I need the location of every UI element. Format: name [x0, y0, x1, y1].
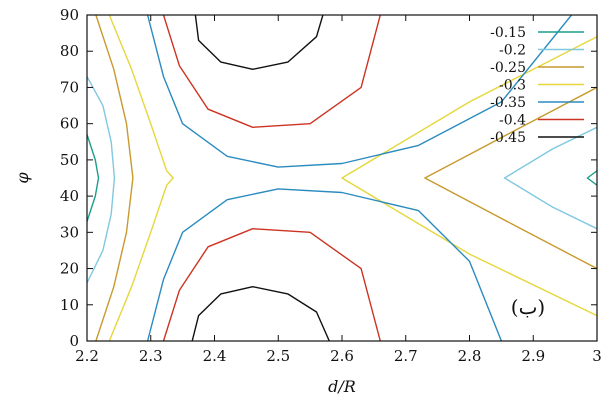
- legend-label: -0.45: [490, 130, 526, 146]
- y-tick-label: 80: [60, 42, 79, 60]
- y-tick-label: 70: [60, 78, 79, 96]
- y-tick-label: 50: [60, 151, 79, 169]
- y-tick-label: 40: [60, 187, 79, 205]
- contour-line-level-1-part-0: [87, 75, 116, 284]
- contour-line-level-0-part-1: [586, 170, 597, 186]
- contour-line-level-3-part-1: [341, 36, 597, 317]
- contour-lines: [87, 15, 597, 341]
- y-tick-label: 90: [60, 6, 79, 24]
- contour-line-level-0-part-0: [87, 133, 100, 223]
- legend-label: -0.4: [499, 113, 526, 129]
- y-tick-label: 20: [60, 260, 79, 278]
- contour-line-level-3-part-0: [108, 15, 174, 341]
- x-tick-label: 2.7: [394, 347, 418, 365]
- y-tick-label: 60: [60, 115, 79, 133]
- y-tick-label: 30: [60, 223, 79, 241]
- contour-line-level-5-part-1: [162, 228, 381, 341]
- contour-line-level-4-part-0: [146, 15, 573, 168]
- x-axis-title: d/R: [328, 377, 356, 396]
- contour-line-level-6-part-0: [194, 15, 324, 70]
- x-tick-label: 3: [592, 347, 602, 365]
- legend-label: -0.35: [490, 95, 526, 111]
- contour-line-level-4-part-1: [146, 188, 503, 341]
- y-tick-label: 0: [69, 332, 79, 350]
- x-tick-label: 2.2: [75, 347, 99, 365]
- x-tick-label: 2.5: [266, 347, 290, 365]
- contour-line-level-2-part-1: [424, 86, 597, 270]
- x-tick-label: 2.3: [139, 347, 163, 365]
- contour-line-level-6-part-1: [191, 286, 330, 341]
- x-tick-label: 2.4: [203, 347, 227, 365]
- y-tick-label: 10: [60, 296, 79, 314]
- legend-label: -0.25: [490, 60, 526, 76]
- contour-line-level-1-part-1: [503, 126, 597, 230]
- contour-line-level-5-part-0: [162, 15, 381, 128]
- legend: -0.15 -0.2-0.25 -0.3-0.35 -0.4-0.45: [490, 25, 584, 146]
- legend-label: -0.3: [499, 78, 526, 94]
- x-tick-label: 2.9: [521, 347, 545, 365]
- x-tick-label: 2.6: [330, 347, 354, 365]
- panel-label: (ب): [511, 295, 545, 319]
- legend-label: -0.2: [499, 43, 526, 59]
- axis-ticks: 2.2 2.3 2.4 2.5 2.6 2.7 2.8 2.9 3010203040506070…: [60, 6, 602, 365]
- y-axis-title: φ: [13, 172, 32, 184]
- x-tick-label: 2.8: [458, 347, 482, 365]
- legend-label: -0.15: [490, 25, 526, 41]
- contour-line-level-2-part-0: [95, 15, 134, 341]
